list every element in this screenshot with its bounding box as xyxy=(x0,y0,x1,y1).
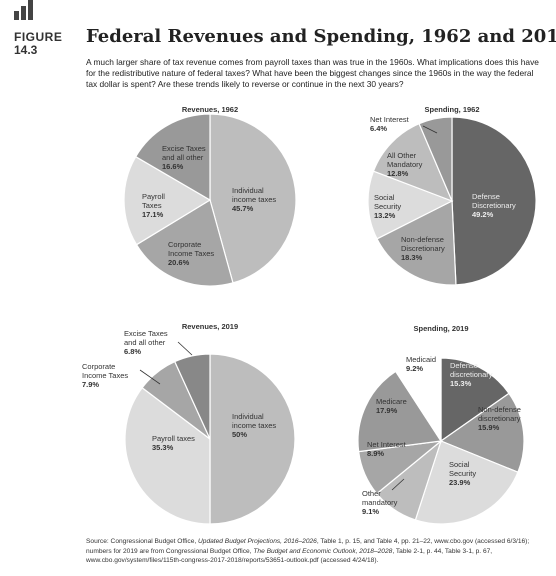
chart-title: Spending, 1962 xyxy=(424,105,479,114)
slice-value-social-security: 13.2% xyxy=(374,211,396,220)
slice-label-all-other-mandatory: All Other xyxy=(387,151,417,160)
slice-label-payroll-taxes: Payroll taxes xyxy=(152,434,195,443)
chart-title: Revenues, 2019 xyxy=(182,322,238,331)
slice-label-all-other-mandatory: Mandatory xyxy=(387,160,423,169)
pie-slice-payroll-taxes xyxy=(123,155,212,246)
slice-label-individual-income-taxes: Individual xyxy=(232,186,264,195)
pie-slice-defense-discretionary xyxy=(440,357,510,443)
slice-label-social-security: Security xyxy=(374,202,401,211)
slice-value-net-interest: 8.9% xyxy=(367,449,384,458)
pie-slice-non-defense-discretionary xyxy=(439,392,525,474)
slice-label-net-interest: Net Interest xyxy=(370,115,410,124)
slice-value-excise-taxes-and-all-other: 6.8% xyxy=(124,347,141,356)
slice-label-non-defense-discretionary: Non-defense xyxy=(401,235,444,244)
pie-slice-payroll-taxes xyxy=(124,386,211,525)
slice-label-excise-taxes-and-all-other: and all other xyxy=(162,153,204,162)
figure-number: 14.3 xyxy=(14,43,38,57)
slice-label-excise-taxes-and-all-other: Excise Taxes xyxy=(162,144,206,153)
source-suffix: , Table 2-1, p. 44, Table 3-1, p. 67, ww… xyxy=(86,547,493,565)
slice-value-payroll-taxes: 17.1% xyxy=(142,210,164,219)
slice-value-excise-taxes-and-all-other: 16.6% xyxy=(162,162,184,171)
slice-label-medicare: Medicare xyxy=(376,397,407,406)
slice-value-defense-discretionary: 49.2% xyxy=(472,210,494,219)
slice-label-payroll-taxes: Payroll xyxy=(142,192,165,201)
slice-label-defense-discretionary: Discretionary xyxy=(472,201,516,210)
slice-value-individual-income-taxes: 50% xyxy=(232,430,247,439)
pie-slice-corporate-income-taxes xyxy=(135,199,234,287)
source-title-1: Updated Budget Projections, 2016–2026 xyxy=(198,538,317,545)
slice-value-non-defense-discretionary: 15.9% xyxy=(478,423,500,432)
pie-slice-net-interest xyxy=(418,116,453,202)
slice-label-payroll-taxes: Taxes xyxy=(142,201,162,210)
page-title: Federal Revenues and Spending, 1962 and … xyxy=(86,26,556,47)
slice-value-corporate-income-taxes: 7.9% xyxy=(82,380,99,389)
source-prefix: Source: Congressional Budget Office, xyxy=(86,538,199,545)
slice-label-non-defense-discretionary: discretionary xyxy=(478,414,521,423)
source-title-2: The Budget and Economic Outlook, 2018–20… xyxy=(253,547,393,555)
leader-line-corporate-income-taxes xyxy=(139,369,161,385)
slice-value-all-other-mandatory: 12.8% xyxy=(387,169,409,178)
slice-value-net-interest: 6.4% xyxy=(370,124,387,133)
pie-chart-spending-1962: Spending, 1962DefenseDiscretionary49.2%N… xyxy=(367,105,537,286)
slice-label-defense-discretionary: Defense xyxy=(450,361,478,370)
slice-label-corporate-income-taxes: Corporate xyxy=(168,240,201,249)
slice-label-social-security: Social xyxy=(374,193,395,202)
slice-value-non-defense-discretionary: 18.3% xyxy=(401,253,423,262)
slice-label-corporate-income-taxes: Corporate xyxy=(82,362,115,371)
leader-line-excise-taxes-and-all-other xyxy=(177,341,193,356)
slice-value-defense-discretionary: 15.3% xyxy=(450,379,472,388)
slice-value-corporate-income-taxes: 20.6% xyxy=(168,258,190,267)
pie-slice-excise-taxes-and-all-other xyxy=(173,353,211,440)
slice-label-corporate-income-taxes: Income Taxes xyxy=(82,371,128,380)
slice-label-non-defense-discretionary: Discretionary xyxy=(401,244,445,253)
pie-slice-social-security xyxy=(414,440,519,525)
pie-slice-defense-discretionary xyxy=(451,116,537,286)
source-mid: , Table 1, p. 15, and Table 4, pp. 21–22… xyxy=(86,538,530,555)
pie-slice-excise-taxes-and-all-other xyxy=(134,113,211,202)
slice-label-individual-income-taxes: Individual xyxy=(232,412,264,421)
slice-value-payroll-taxes: 35.3% xyxy=(152,443,174,452)
bar-chart-icon xyxy=(14,0,33,20)
slice-label-net-interest: Net Interest xyxy=(367,440,407,449)
slice-value-individual-income-taxes: 45.7% xyxy=(232,204,254,213)
leader-line-net-interest xyxy=(422,125,438,134)
slice-label-social-security: Social xyxy=(449,460,470,469)
slice-label-defense-discretionary: Defense xyxy=(472,192,500,201)
leader-line-other-mandatory xyxy=(391,478,405,491)
slice-value-social-security: 23.9% xyxy=(449,478,471,487)
slice-label-social-security: Security xyxy=(449,469,476,478)
chart-title: Spending, 2019 xyxy=(413,324,468,333)
slice-label-individual-income-taxes: income taxes xyxy=(232,195,276,204)
slice-label-medicaid: Medicaid xyxy=(406,355,436,364)
slice-value-other-mandatory: 9.1% xyxy=(362,507,379,516)
slice-value-medicare: 17.9% xyxy=(376,406,398,415)
slice-label-corporate-income-taxes: Income Taxes xyxy=(168,249,214,258)
slice-label-other-mandatory: mandatory xyxy=(362,498,398,507)
slice-label-other-mandatory: Other xyxy=(362,489,381,498)
slice-label-non-defense-discretionary: Non-defense xyxy=(478,405,521,414)
figure-word: FIGURE xyxy=(14,30,63,44)
figure-caption: A much larger share of tax revenue comes… xyxy=(86,57,539,89)
slice-label-excise-taxes-and-all-other: and all other xyxy=(124,338,166,347)
pie-slice-medicare xyxy=(357,370,443,453)
pie-slice-medicaid xyxy=(394,357,442,444)
source-note: Source: Congressional Budget Office, Upd… xyxy=(86,537,548,566)
pie-chart-spending-2019: Spending, 2019Defensediscretionary15.3%N… xyxy=(357,324,525,525)
slice-label-excise-taxes-and-all-other: Excise Taxes xyxy=(124,329,168,338)
pie-slice-individual-income-taxes xyxy=(209,113,297,284)
pie-slice-all-other-mandatory xyxy=(372,122,454,203)
slice-label-defense-discretionary: discretionary xyxy=(450,370,493,379)
pie-slice-social-security xyxy=(367,170,454,240)
pie-slice-individual-income-taxes xyxy=(209,353,296,525)
chart-title: Revenues, 1962 xyxy=(182,105,238,114)
slice-label-individual-income-taxes: income taxes xyxy=(232,421,276,430)
pie-slice-non-defense-discretionary xyxy=(376,200,457,286)
slice-value-medicaid: 9.2% xyxy=(406,364,423,373)
